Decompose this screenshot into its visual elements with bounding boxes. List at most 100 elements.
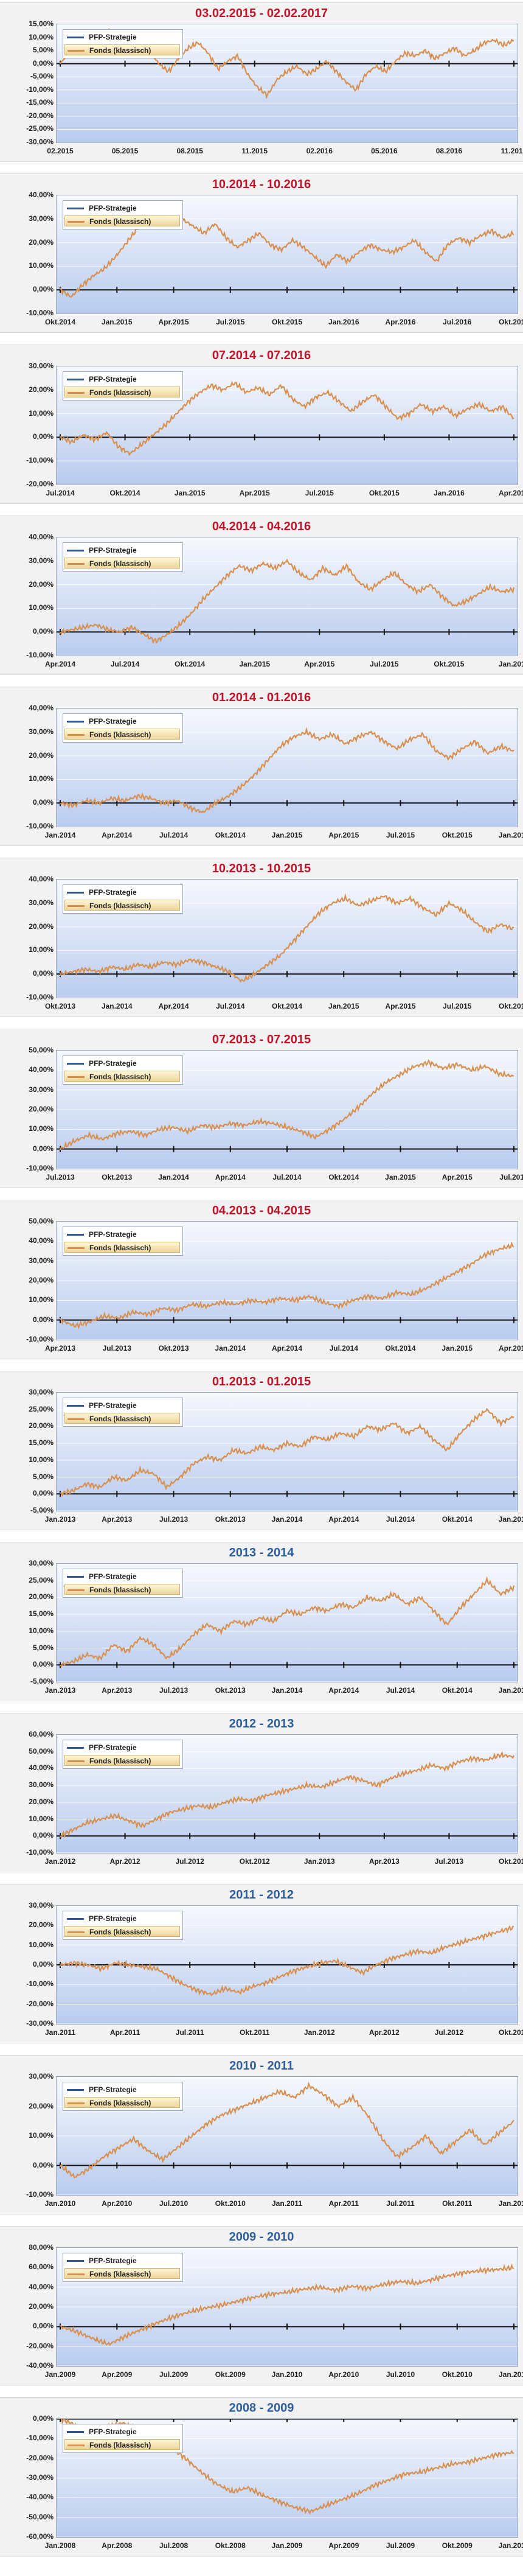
- y-tick-label: 40,00%: [29, 533, 54, 541]
- y-tick-label: -10,00%: [26, 1848, 54, 1857]
- chart-title: 04.2014 - 04.2016: [212, 520, 311, 533]
- legend-swatch-fund: [68, 1076, 85, 1079]
- x-tick-label: Jan.2014: [158, 1173, 189, 1181]
- legend-swatch-fund: [68, 905, 85, 908]
- x-tick-label: Jan.2015: [328, 1002, 359, 1010]
- chart-svg: [57, 2248, 518, 2366]
- x-tick-label: Jan.2008: [44, 2541, 76, 2550]
- chart-title: 2010 - 2011: [229, 2059, 294, 2073]
- legend-label-fund: Fonds (klassisch): [89, 217, 151, 226]
- chart-title: 10.2013 - 10.2015: [212, 862, 311, 875]
- legend-swatch-strategy: [67, 1918, 84, 1920]
- chart-panel: 2011 - 2012 PFP-Strategie Fonds (klassisch…: [0, 1884, 523, 2043]
- x-tick-label: Jan.2015: [498, 1686, 523, 1695]
- legend-item-strategy: PFP-Strategie: [67, 2084, 137, 2095]
- legend-swatch-strategy: [67, 550, 84, 552]
- legend-item-strategy: PFP-Strategie: [67, 1400, 137, 1411]
- y-tick-label: -10,00%: [26, 822, 54, 830]
- y-tick-label: 10,00%: [29, 1626, 54, 1635]
- x-tick-label: Apr.2014: [328, 1515, 359, 1524]
- chart-panel: 03.02.2015 - 02.02.2017 PFP-Strategie Fond…: [0, 2, 523, 162]
- legend-label-fund: Fonds (klassisch): [89, 1757, 151, 1765]
- legend-swatch-fund: [68, 563, 85, 565]
- x-tick-label: Jul.2015: [216, 318, 245, 326]
- plot-area: PFP-Strategie Fonds (klassisch): [56, 2076, 518, 2196]
- x-tick-label: 02.2015: [47, 147, 74, 155]
- y-tick-label: 0,00%: [32, 432, 54, 441]
- legend-item-strategy: PFP-Strategie: [67, 2426, 137, 2437]
- legend-swatch-fund: [68, 1760, 85, 1763]
- legend: PFP-Strategie Fonds (klassisch): [63, 371, 183, 401]
- legend-swatch-strategy: [67, 1747, 84, 1749]
- legend-swatch-fund: [68, 50, 85, 52]
- x-tick-label: Okt.2011: [240, 2028, 270, 2037]
- y-tick-label: -20,00%: [26, 2341, 54, 2350]
- y-tick-label: 50,00%: [29, 1046, 54, 1054]
- y-tick-label: -5,00%: [30, 1677, 54, 1685]
- x-tick-label: Jul.2014: [46, 489, 75, 497]
- legend-item-strategy: PFP-Strategie: [67, 1913, 137, 1924]
- x-tick-label: Okt.2014: [385, 1344, 416, 1353]
- legend-label-strategy: PFP-Strategie: [89, 375, 137, 383]
- x-tick-label: Jan.2016: [498, 660, 523, 668]
- y-tick-label: 25,00%: [29, 1575, 54, 1584]
- legend: PFP-Strategie Fonds (klassisch): [63, 1398, 183, 1427]
- y-tick-label: 30,00%: [29, 556, 54, 565]
- legend-label-fund: Fonds (klassisch): [89, 1073, 151, 1081]
- y-tick-label: 10,00%: [29, 32, 54, 41]
- y-tick-label: 0,00%: [32, 58, 54, 68]
- y-tick-label: 60,00%: [29, 1730, 54, 1738]
- x-tick-label: Apr.2012: [109, 1857, 140, 1866]
- legend-label-fund: Fonds (klassisch): [89, 46, 151, 55]
- y-tick-label: 0,00%: [32, 969, 54, 978]
- x-tick-label: Jan.2015: [239, 660, 271, 668]
- x-tick-label: Jul.2015: [370, 660, 399, 668]
- x-tick-label: Jul.2015: [443, 1002, 472, 1010]
- y-tick-label: 10,00%: [29, 261, 54, 270]
- y-tick-label: 0,00%: [32, 627, 54, 636]
- x-tick-label: Jan.2013: [303, 1857, 335, 1866]
- x-tick-label: Jan.2010: [271, 2370, 303, 2379]
- y-tick-label: 30,00%: [29, 1388, 54, 1396]
- legend-item-strategy: PFP-Strategie: [67, 545, 137, 556]
- y-tick-label: 25,00%: [29, 1404, 54, 1413]
- y-tick-label: 0,00%: [32, 2322, 54, 2331]
- y-tick-label: 50,00%: [29, 1217, 54, 1225]
- legend-label-fund: Fonds (klassisch): [89, 2270, 151, 2278]
- y-tick-label: 0,00%: [32, 798, 54, 807]
- legend-item-fund: Fonds (klassisch): [64, 2268, 180, 2279]
- x-tick-label: Jan.2011: [498, 2370, 523, 2379]
- series-line-fonds: [60, 380, 514, 457]
- legend-item-strategy: PFP-Strategie: [67, 1571, 137, 1582]
- legend: PFP-Strategie Fonds (klassisch): [63, 1055, 183, 1085]
- x-tick-label: Okt.2013: [158, 1344, 189, 1353]
- x-tick-label: Jul.2014: [159, 831, 189, 839]
- y-tick-label: 30,00%: [29, 2072, 54, 2081]
- x-tick-label: 11.2015: [241, 147, 268, 155]
- legend-item-fund: Fonds (klassisch): [64, 729, 180, 740]
- x-tick-label: Okt.2009: [442, 2541, 473, 2550]
- legend-label-fund: Fonds (klassisch): [89, 730, 151, 739]
- plot-area: PFP-Strategie Fonds (klassisch): [56, 1563, 518, 1682]
- y-tick-label: 30,00%: [29, 1559, 54, 1567]
- y-tick-label: 10,00%: [29, 945, 54, 954]
- x-tick-label: Jul.2015: [386, 831, 415, 839]
- legend-label-strategy: PFP-Strategie: [89, 1230, 137, 1239]
- x-tick-label: Okt.2010: [215, 2199, 246, 2208]
- x-tick-label: Jul.2009: [159, 2370, 189, 2379]
- y-tick-label: -20,00%: [26, 1999, 54, 2008]
- legend-swatch-strategy: [67, 721, 84, 723]
- x-tick-label: Okt.2010: [442, 2370, 473, 2379]
- y-tick-label: 0,00%: [32, 2160, 54, 2169]
- y-tick-label: 10,00%: [29, 1455, 54, 1464]
- chart-panel: 01.2013 - 01.2015 PFP-Strategie Fonds (kla…: [0, 1371, 523, 1530]
- y-tick-label: 40,00%: [29, 191, 54, 199]
- y-tick-label: -10,00%: [26, 309, 54, 317]
- x-tick-label: Apr.2015: [385, 1002, 416, 1010]
- legend-item-fund: Fonds (klassisch): [64, 387, 180, 397]
- legend-swatch-strategy: [67, 2260, 84, 2263]
- chart-title: 2008 - 2009: [229, 2401, 294, 2415]
- series-line-fonds: [59, 1059, 514, 1150]
- y-tick-label: 40,00%: [29, 875, 54, 883]
